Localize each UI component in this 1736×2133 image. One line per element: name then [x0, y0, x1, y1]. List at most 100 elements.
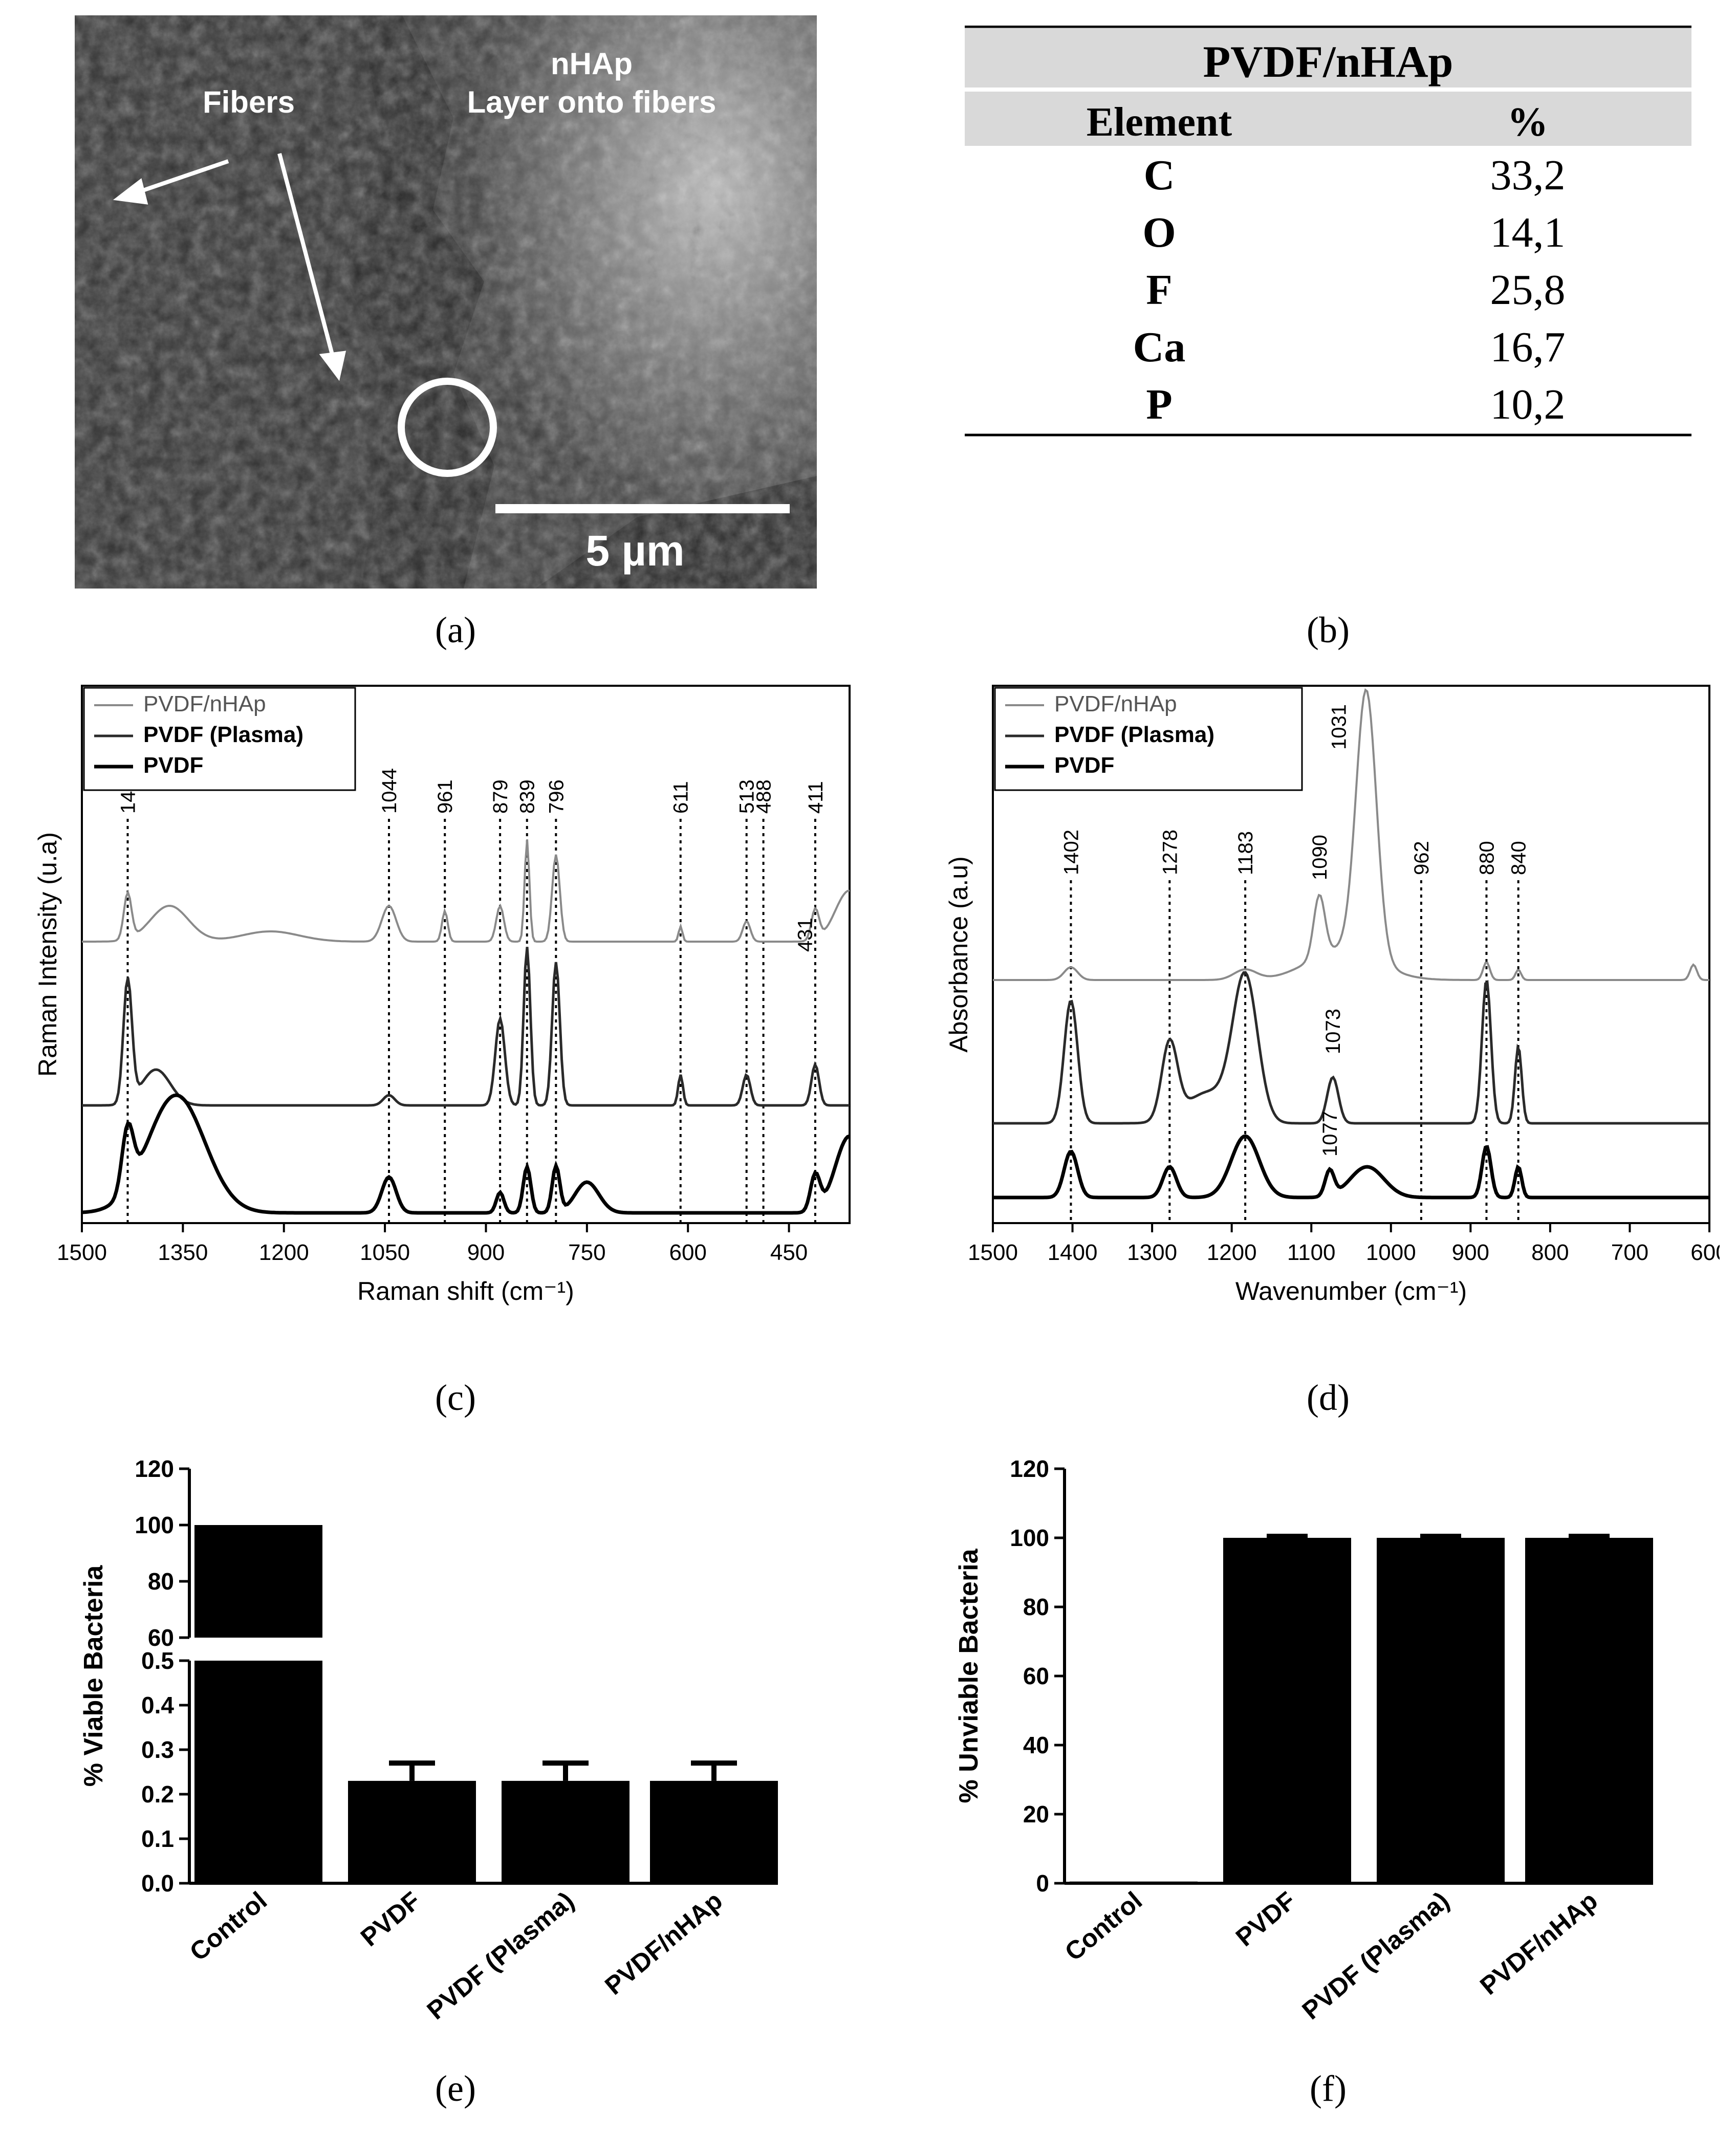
table-cell-element: O [1142, 209, 1176, 256]
scale-bar [495, 504, 790, 513]
x-tick-label: 450 [770, 1240, 808, 1265]
peak-label: 488 [753, 779, 775, 814]
category-label: PVDF [355, 1886, 426, 1952]
peak-label: 1278 [1159, 830, 1181, 875]
caption-a: (a) [435, 610, 476, 650]
peak-label: 513 [736, 779, 758, 814]
x-tick-label: 1050 [360, 1240, 410, 1265]
bar [1525, 1538, 1653, 1883]
table-cell-element: F [1146, 266, 1172, 314]
category-label: PVDF/nHAp [1474, 1886, 1603, 2000]
peak-label: 839 [516, 779, 539, 814]
x-tick-label: 1400 [1048, 1240, 1098, 1265]
legend: PVDF/nHAp PVDF (Plasma) PVDF [83, 687, 356, 791]
annotation-431: 431 [794, 918, 817, 952]
label-layer-onto-fibers: Layer onto fibers [467, 85, 717, 119]
table-cell-element: C [1144, 151, 1175, 199]
plot-frame [992, 685, 1710, 1224]
x-axis-label: Raman shift (cm⁻¹) [357, 1277, 574, 1305]
bar [194, 1525, 322, 1638]
x-tick-label: 750 [568, 1240, 605, 1265]
bar [502, 1780, 630, 1883]
caption-b: (b) [1307, 610, 1350, 650]
table-cell-percent: 10,2 [1490, 381, 1566, 428]
peak-label: 961 [434, 779, 457, 814]
legend: PVDF/nHAp PVDF (Plasma) PVDF [994, 687, 1303, 791]
y-axis-label: Raman Intensity (u.a) [33, 832, 62, 1077]
legend-entry: PVDF (Plasma) [143, 722, 303, 747]
x-tick-label: 800 [1531, 1240, 1569, 1265]
table-cell-percent: 14,1 [1490, 209, 1566, 256]
caption-f: (f) [1310, 2068, 1347, 2109]
sem-image: Fibers nHAp Layer onto fibers 5 µm [75, 15, 817, 589]
bar [650, 1780, 778, 1883]
series-line-3 [81, 1093, 851, 1215]
x-tick-label: 1100 [1287, 1240, 1336, 1265]
x-tick-label: 700 [1611, 1240, 1648, 1265]
x-tick-label: 1000 [1366, 1240, 1416, 1265]
series-line-1 [993, 688, 1709, 981]
series-line-1 [82, 839, 850, 943]
y-tick-label: 0.3 [141, 1736, 174, 1763]
annotation-1031: 1031 [1328, 704, 1351, 750]
y-tick-label: 40 [1023, 1732, 1049, 1758]
annotation-1090: 1090 [1309, 835, 1331, 880]
bar [1070, 1881, 1198, 1884]
caption-d: (d) [1307, 1377, 1350, 1418]
y-tick-label: 0.0 [141, 1870, 174, 1897]
category-label: PVDF (Plasma) [422, 1886, 579, 2026]
legend-entry: PVDF/nHAp [1054, 691, 1177, 716]
highlight-circle [398, 378, 497, 477]
table-title: PVDF/nHAp [1203, 37, 1453, 87]
category-label: PVDF (Plasma) [1297, 1886, 1455, 2026]
table-cell-percent: 25,8 [1490, 266, 1566, 314]
peak-label: 1183 [1234, 831, 1257, 875]
caption-c: (c) [435, 1377, 476, 1418]
col-percent-header: % [1507, 100, 1548, 145]
y-tick-label: 80 [148, 1568, 174, 1595]
y-tick-label: 0.1 [141, 1825, 174, 1852]
raman-chart: 1500 1350 1200 1050 900 750 600 450 Raman shift … [20, 665, 860, 1369]
label-nhap: nHAp [551, 47, 633, 81]
arrow-down [277, 153, 346, 381]
x-tick-label: 1500 [968, 1240, 1018, 1265]
legend-entry: PVDF [1054, 753, 1114, 778]
x-axis-label: Wavenumber (cm⁻¹) [1235, 1277, 1467, 1305]
x-tick-label: 600 [1690, 1240, 1720, 1265]
peak-label: 1402 [1060, 830, 1082, 875]
legend-entry: PVDF [143, 753, 203, 778]
scale-label: 5 µm [585, 527, 684, 575]
plot-frame [81, 685, 851, 1224]
category-label: Control [1059, 1886, 1147, 1967]
x-tick-label: 1500 [57, 1240, 107, 1265]
viable-bacteria-chart: 60 80 100 120 0.0 0.1 0.2 0.3 0.4 0.5 % Viable Bac… [61, 1433, 829, 2060]
series-line-3 [993, 1134, 1709, 1200]
arrow-left [113, 159, 229, 205]
series-line-2 [993, 971, 1709, 1125]
y-tick-label: 0.2 [141, 1781, 174, 1808]
peak-label: 611 [670, 781, 692, 814]
bar [348, 1780, 476, 1883]
x-tick-label: 1300 [1127, 1240, 1177, 1265]
col-element-header: Element [1087, 100, 1232, 145]
annotation-1073: 1073 [1322, 1009, 1344, 1054]
peak-label: 880 [1475, 841, 1498, 875]
peak-label: 879 [489, 779, 512, 814]
legend-entry: PVDF/nHAp [143, 691, 266, 716]
x-tick-label: 1200 [259, 1240, 309, 1265]
caption-e: (e) [435, 2068, 476, 2109]
eds-table: PVDF/nHAp Element % C 33,2 O 14,1 F 25,8 Ca 16,… [965, 25, 1691, 448]
peak-label: 962 [1410, 841, 1433, 875]
peak-label: 796 [545, 779, 568, 814]
y-tick-label: 120 [135, 1455, 174, 1482]
annotation-1077: 1077 [1319, 1111, 1341, 1157]
category-label: PVDF/nHAp [599, 1886, 728, 2000]
table-cell-percent: 33,2 [1490, 151, 1566, 199]
y-tick-label: 100 [1010, 1525, 1049, 1551]
unviable-bacteria-chart: 0 20 40 60 80 100 120 % Unviable Bacteria Contro… [937, 1433, 1704, 2060]
y-tick-label: 80 [1023, 1594, 1049, 1620]
ftir-chart: 1500 1400 1300 1200 1100 1000 900 800 700 600 Wave… [921, 665, 1728, 1369]
y-tick-label: 60 [1023, 1663, 1049, 1689]
y-axis-label: Absorbance (a.u) [944, 856, 973, 1053]
y-tick-label: 100 [135, 1512, 174, 1538]
